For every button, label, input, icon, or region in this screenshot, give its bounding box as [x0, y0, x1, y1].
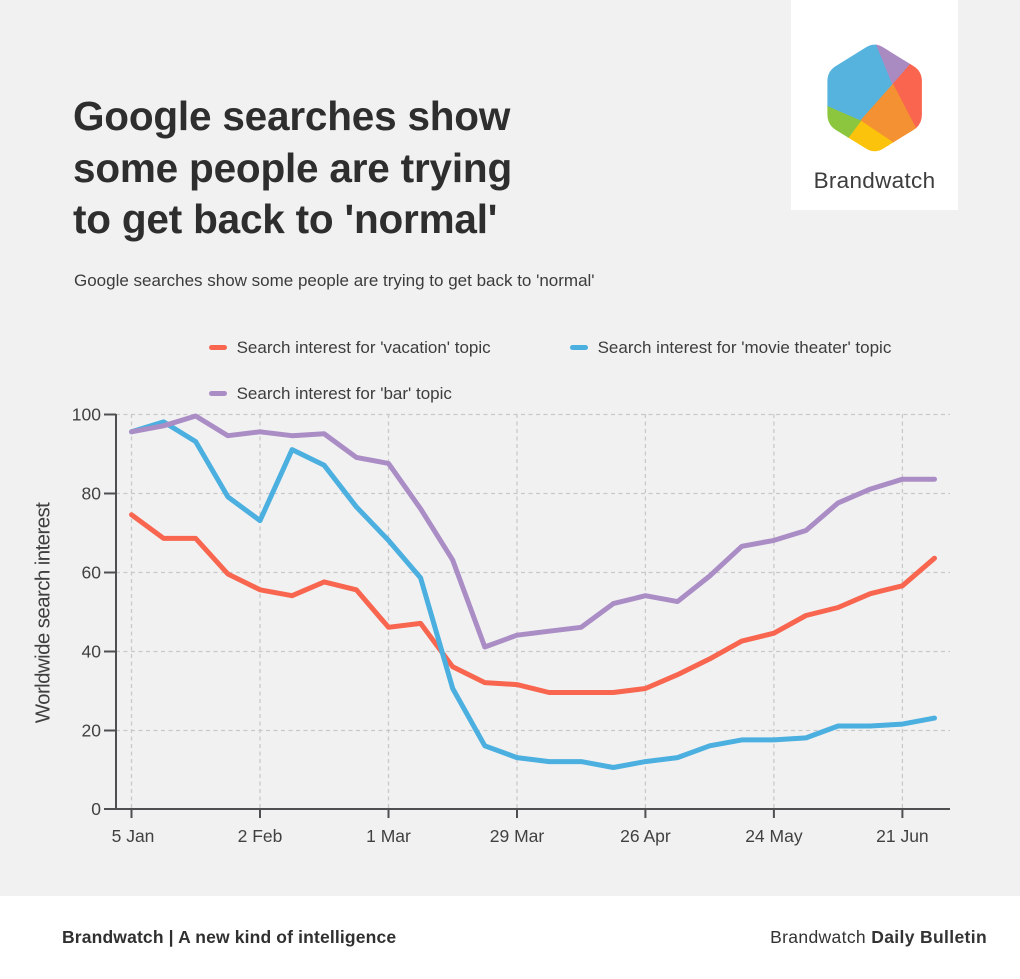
svg-text:1 Mar: 1 Mar [366, 826, 411, 846]
svg-text:Worldwide search interest: Worldwide search interest [32, 502, 55, 723]
svg-text:21 Jun: 21 Jun [876, 826, 929, 846]
svg-text:2 Feb: 2 Feb [238, 826, 283, 846]
svg-text:29 Mar: 29 Mar [490, 826, 545, 846]
svg-text:0: 0 [91, 799, 101, 819]
svg-text:24 May: 24 May [745, 826, 803, 846]
svg-text:100: 100 [72, 405, 101, 425]
svg-text:20: 20 [82, 721, 102, 741]
svg-text:80: 80 [82, 484, 102, 504]
svg-text:5 Jan: 5 Jan [112, 826, 155, 846]
svg-text:60: 60 [82, 563, 102, 583]
svg-text:40: 40 [82, 642, 102, 662]
svg-text:26 Apr: 26 Apr [620, 826, 671, 846]
